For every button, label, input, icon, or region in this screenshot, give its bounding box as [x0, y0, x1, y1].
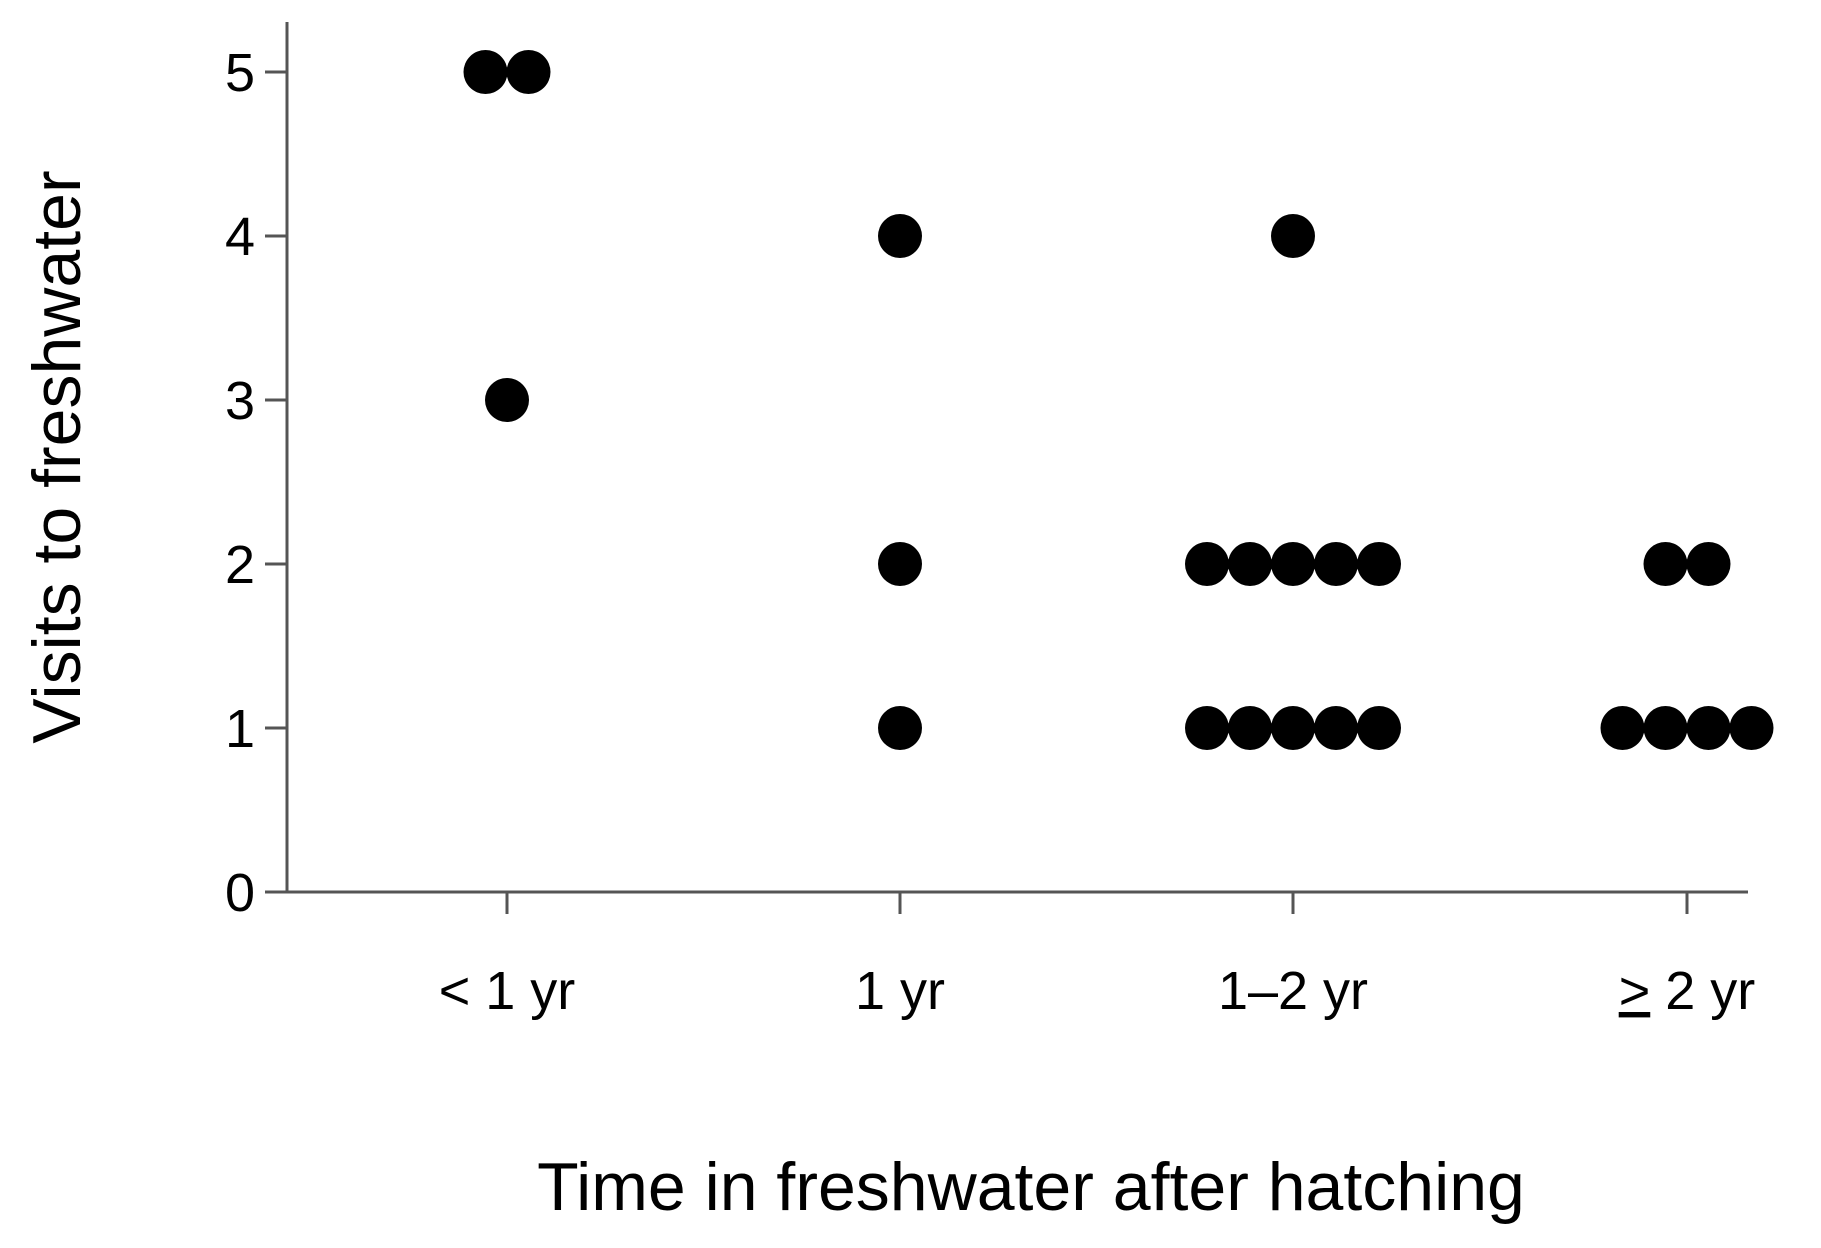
data-point — [1357, 542, 1401, 586]
data-point — [506, 50, 551, 94]
data-point — [878, 706, 922, 750]
data-point — [1271, 214, 1315, 258]
data-point — [1271, 706, 1315, 750]
x-axis-title: Time in freshwater after hatching — [537, 1149, 1525, 1225]
data-point — [1271, 542, 1315, 586]
data-point — [878, 214, 922, 258]
x-tick-label-text: 2 yr — [1650, 961, 1755, 1021]
data-point — [1686, 542, 1731, 586]
data-point — [878, 542, 922, 586]
data-point — [1643, 542, 1688, 586]
data-points — [463, 50, 1774, 750]
y-axis-ticks: 0 1 2 3 4 5 — [225, 43, 287, 923]
data-point — [1643, 706, 1688, 750]
data-point — [485, 378, 529, 422]
y-tick-label: 2 — [225, 535, 255, 595]
data-point — [463, 50, 508, 94]
y-tick-label: 1 — [225, 699, 255, 759]
y-tick-label: 4 — [225, 207, 255, 267]
x-tick-label: < 1 yr — [439, 961, 576, 1021]
data-point — [1185, 542, 1229, 586]
data-point — [1228, 706, 1272, 750]
data-point — [1357, 706, 1401, 750]
x-tick-label: 1 yr — [855, 961, 945, 1021]
data-point — [1729, 706, 1774, 750]
x-axis-ticks: < 1 yr 1 yr 1–2 yr > 2 yr — [439, 892, 1756, 1021]
y-tick-label: 0 — [225, 863, 255, 923]
y-axis-title: Visits to freshwater — [19, 170, 95, 743]
y-tick-label: 3 — [225, 371, 255, 431]
data-point — [1314, 706, 1358, 750]
x-tick-label: 1–2 yr — [1218, 961, 1368, 1021]
x-tick-label-prefix: > — [1619, 961, 1651, 1021]
data-point — [1600, 706, 1645, 750]
data-point — [1314, 542, 1358, 586]
data-point — [1686, 706, 1731, 750]
plot-axes — [285, 22, 1748, 894]
data-point — [1185, 706, 1229, 750]
y-tick-label: 5 — [225, 43, 255, 103]
x-tick-label: > 2 yr — [1619, 961, 1756, 1021]
data-point — [1228, 542, 1272, 586]
